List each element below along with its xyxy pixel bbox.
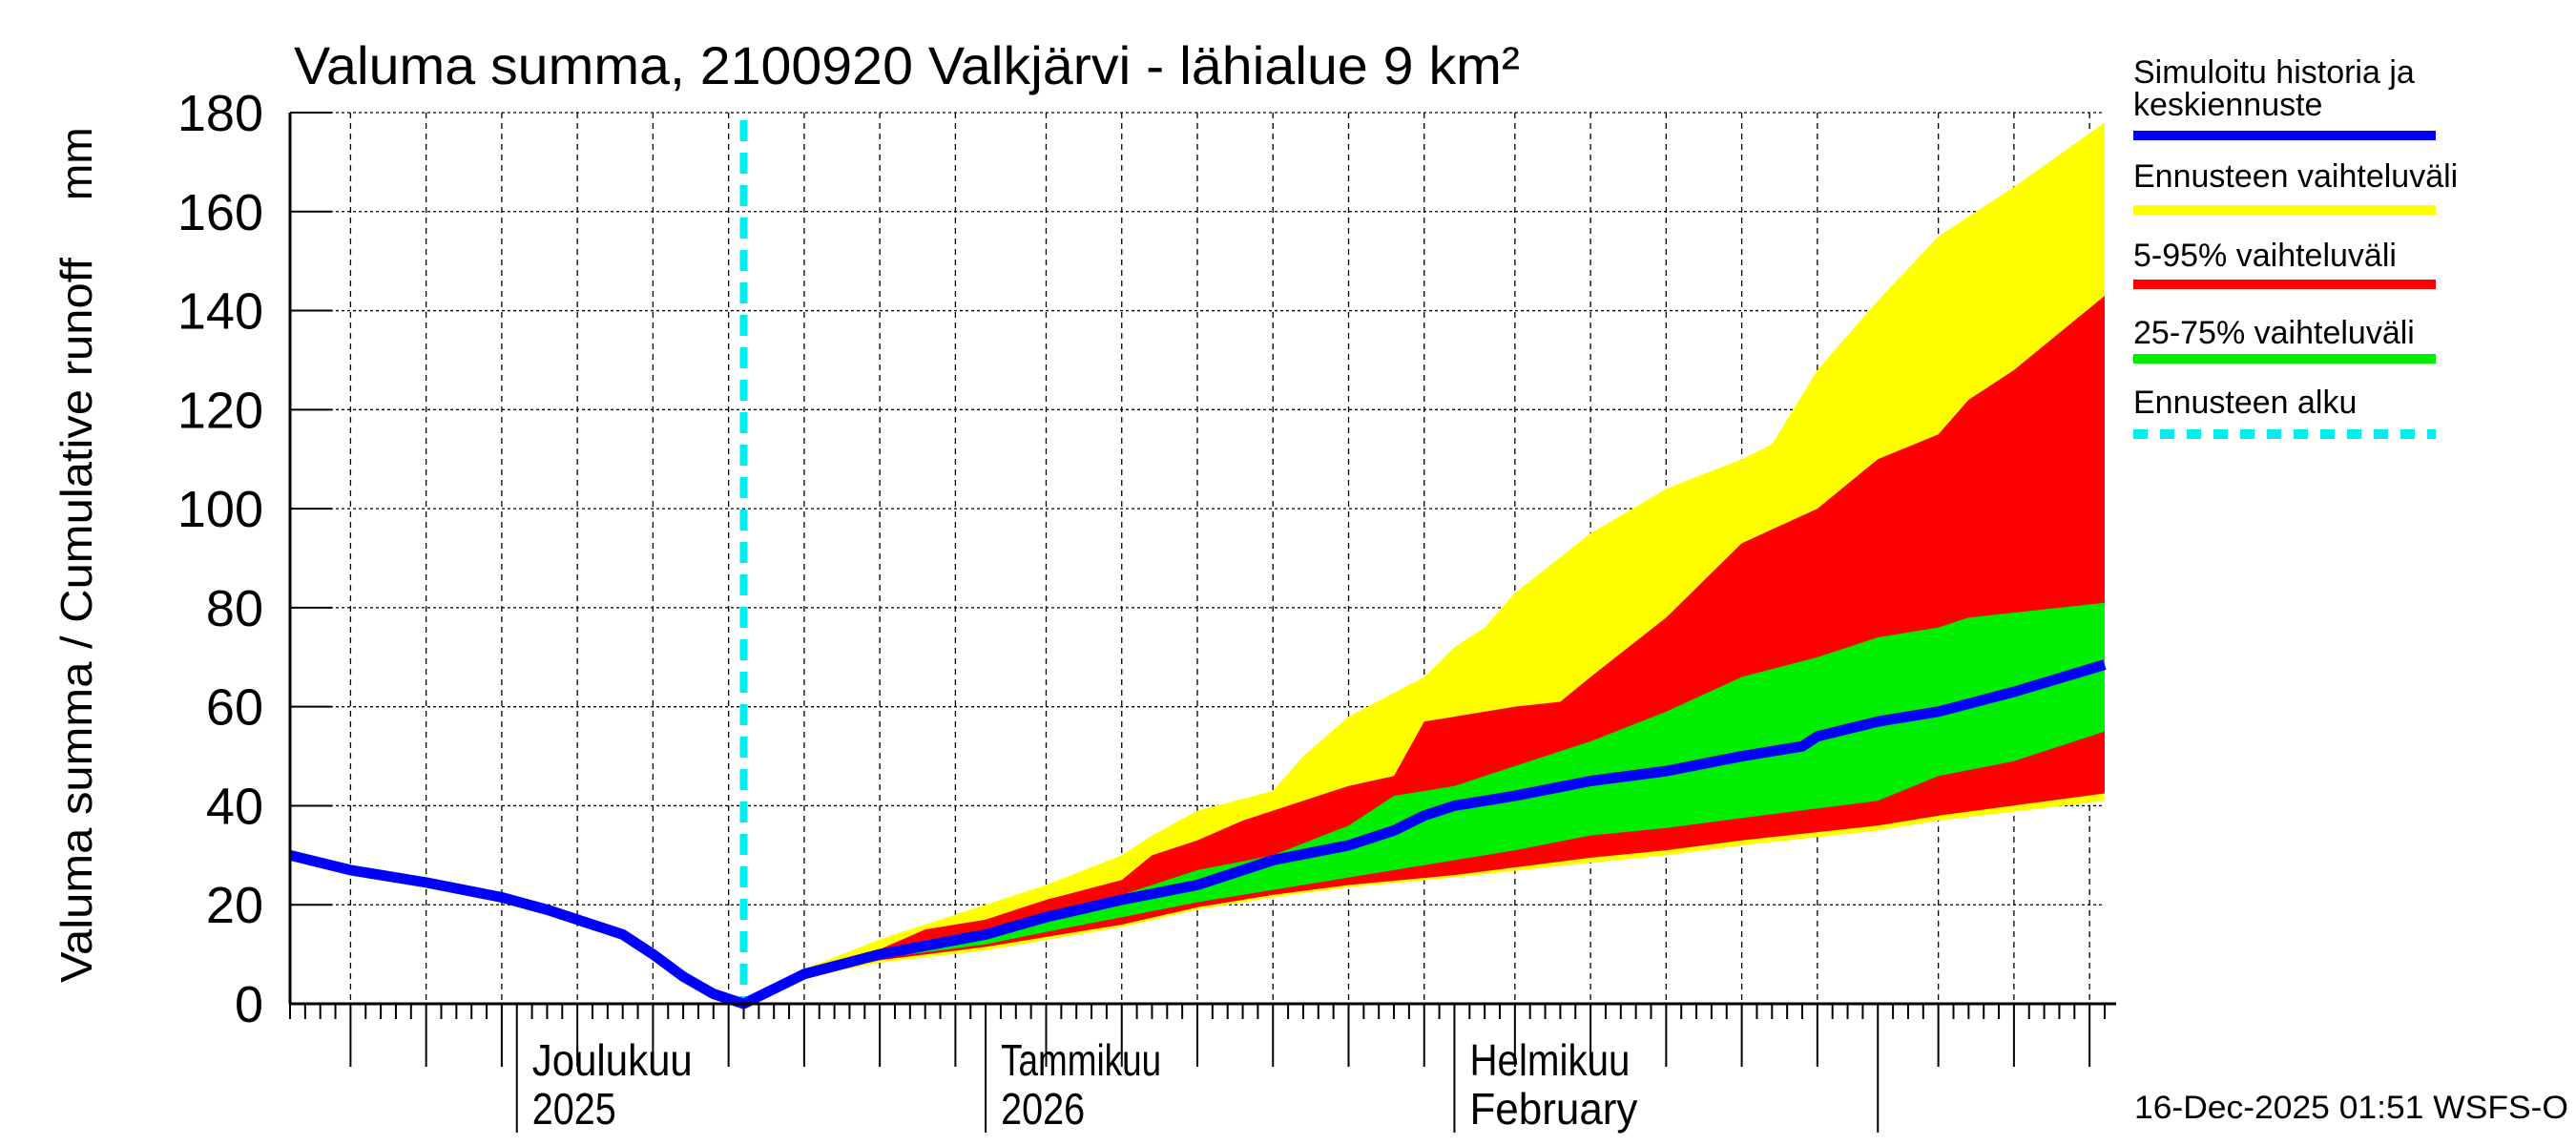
lines <box>288 120 2107 1010</box>
month-label: Joulukuu <box>532 1035 693 1085</box>
legend-label: 5-95% vaihteluväli <box>2133 238 2397 274</box>
year-label: February <box>1469 1084 1637 1134</box>
chart-title: Valuma summa, 2100920 Valkjärvi - lähial… <box>294 35 1520 95</box>
y-tick-label: 60 <box>206 679 263 737</box>
y-tick-label: 40 <box>206 778 263 835</box>
year-label: 2025 <box>532 1084 616 1134</box>
month-label: Tammikuu <box>1001 1035 1161 1085</box>
legend-label: Ennusteen alku <box>2133 385 2357 421</box>
p25-75-band <box>743 602 2105 1004</box>
y-tick-label: 120 <box>177 382 263 439</box>
y-tick-label: 140 <box>177 283 263 341</box>
y-tick-label: 80 <box>206 580 263 637</box>
y-axis-label: Valuma summa / Cumulative runoff <box>52 258 101 983</box>
legend-label: Ennusteen vaihteluväli <box>2133 158 2458 195</box>
year-label: 2026 <box>1001 1084 1085 1134</box>
grid <box>290 112 2105 1004</box>
p5-95-band <box>743 295 2105 1004</box>
y-tick-label: 20 <box>206 877 263 934</box>
y-tick-label: 180 <box>177 85 263 142</box>
median-line <box>288 659 2107 1010</box>
bands <box>743 122 2105 1004</box>
y-tick-label: 0 <box>235 976 263 1033</box>
y-tick-label: 160 <box>177 184 263 241</box>
timestamp: 16-Dec-2025 01:51 WSFS-O <box>2134 1090 2568 1126</box>
legend-label: keskiennuste <box>2133 87 2322 123</box>
y-axis-unit: mm <box>52 127 101 200</box>
legend-label: Simuloitu historia ja <box>2133 54 2415 91</box>
month-label: Helmikuu <box>1469 1035 1630 1085</box>
legend-label: 25-75% vaihteluväli <box>2133 315 2415 351</box>
y-tick-label: 100 <box>177 481 263 538</box>
